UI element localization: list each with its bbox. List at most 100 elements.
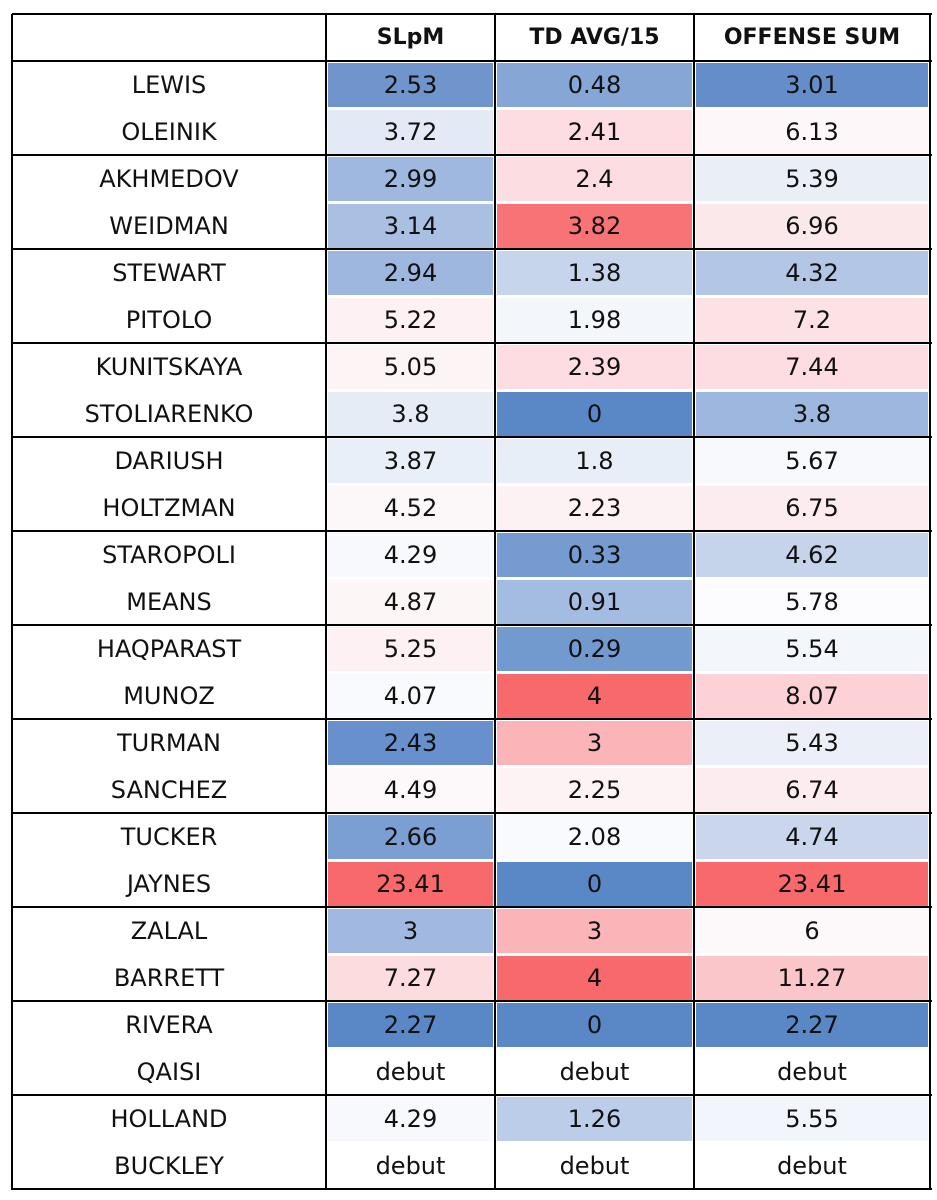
data-cell: 11.27 — [696, 956, 928, 1000]
row-label: STEWART — [112, 258, 226, 287]
row-label: HOLTZMAN — [102, 493, 236, 522]
data-cell: 4.29 — [328, 1097, 493, 1141]
grid-line — [12, 530, 932, 532]
data-cell: 23.41 — [328, 862, 493, 906]
data-cell: 2.27 — [696, 1003, 928, 1047]
column-header: TD AVG/15 — [529, 25, 660, 50]
data-cell: 4.29 — [328, 533, 493, 577]
row-label: BUCKLEY — [114, 1151, 224, 1180]
data-cell: 3 — [497, 721, 692, 765]
data-cell: 4.74 — [696, 815, 928, 859]
data-cell: 5.05 — [328, 345, 493, 389]
data-cell: 2.25 — [497, 768, 692, 812]
row-label: STOLIARENKO — [84, 399, 254, 428]
data-cell: 4.87 — [328, 580, 493, 624]
row-label: BARRETT — [113, 963, 225, 992]
data-cell: 5.25 — [328, 627, 493, 671]
data-cell: 5.67 — [696, 439, 928, 483]
data-cell: 8.07 — [696, 674, 928, 718]
grid-line — [12, 436, 932, 438]
grid-line — [12, 154, 932, 156]
row-label: TUCKER — [120, 822, 218, 851]
data-cell: 0 — [497, 1003, 692, 1047]
column-header: OFFENSE SUM — [723, 25, 901, 50]
grid-line — [12, 812, 932, 814]
data-cell: debut — [696, 1050, 928, 1094]
grid-line — [11, 14, 13, 1190]
data-cell: 3 — [328, 909, 493, 953]
data-cell: 2.66 — [328, 815, 493, 859]
grid-line — [12, 1000, 932, 1002]
data-cell: 2.08 — [497, 815, 692, 859]
data-cell: 2.4 — [497, 157, 692, 201]
data-cell: 5.78 — [696, 580, 928, 624]
column-header: SLpM — [376, 25, 445, 50]
row-label: KUNITSKAYA — [95, 352, 243, 381]
data-cell: 3.87 — [328, 439, 493, 483]
data-cell: 6.74 — [696, 768, 928, 812]
grid-line — [12, 342, 932, 344]
data-cell: 2.27 — [328, 1003, 493, 1047]
data-cell: 23.41 — [696, 862, 928, 906]
data-cell: 4.52 — [328, 486, 493, 530]
row-label: TURMAN — [117, 728, 221, 757]
row-label: DARIUSH — [114, 446, 224, 475]
data-cell: 0.29 — [497, 627, 692, 671]
grid-line — [12, 1188, 932, 1190]
grid-line — [12, 13, 932, 15]
row-label: RIVERA — [125, 1010, 213, 1039]
row-label: ZALAL — [130, 916, 208, 945]
data-cell: debut — [328, 1144, 493, 1188]
data-cell: 7.2 — [696, 298, 928, 342]
row-label: QAISI — [136, 1057, 202, 1086]
row-label: PITOLO — [125, 305, 213, 334]
grid-line — [12, 60, 932, 62]
grid-line — [12, 248, 932, 250]
data-cell: 5.54 — [696, 627, 928, 671]
data-cell: 3.82 — [497, 204, 692, 248]
grid-line — [12, 1094, 932, 1096]
data-cell: 3.8 — [328, 392, 493, 436]
data-cell: 0 — [497, 392, 692, 436]
data-cell: 6.13 — [696, 110, 928, 154]
data-cell: 0 — [497, 862, 692, 906]
data-cell: 6.75 — [696, 486, 928, 530]
row-label: MEANS — [126, 587, 212, 616]
data-cell: 1.98 — [497, 298, 692, 342]
data-cell: 5.43 — [696, 721, 928, 765]
row-label: JAYNES — [126, 869, 212, 898]
data-cell: 4.62 — [696, 533, 928, 577]
data-cell: 3.72 — [328, 110, 493, 154]
data-cell: 2.23 — [497, 486, 692, 530]
data-cell: 7.44 — [696, 345, 928, 389]
data-cell: 4.07 — [328, 674, 493, 718]
grid-line — [12, 624, 932, 626]
data-cell: debut — [328, 1050, 493, 1094]
data-cell: 6 — [696, 909, 928, 953]
data-cell: 1.8 — [497, 439, 692, 483]
data-cell: 2.39 — [497, 345, 692, 389]
data-cell: 4 — [497, 674, 692, 718]
data-cell: 1.26 — [497, 1097, 692, 1141]
data-cell: debut — [497, 1144, 692, 1188]
data-cell: 3.14 — [328, 204, 493, 248]
data-cell: 6.96 — [696, 204, 928, 248]
data-cell: 5.55 — [696, 1097, 928, 1141]
data-cell: 7.27 — [328, 956, 493, 1000]
data-cell: 3.01 — [696, 63, 928, 107]
data-cell: 0.91 — [497, 580, 692, 624]
data-cell: 4.32 — [696, 251, 928, 295]
data-cell: 0.48 — [497, 63, 692, 107]
data-cell: 0.33 — [497, 533, 692, 577]
grid-line — [325, 14, 327, 1190]
data-cell: 4 — [497, 956, 692, 1000]
data-cell: 5.39 — [696, 157, 928, 201]
grid-line — [494, 14, 496, 1190]
data-cell: 5.22 — [328, 298, 493, 342]
grid-line — [12, 718, 932, 720]
data-cell: 2.99 — [328, 157, 493, 201]
row-label: OLEINIK — [121, 117, 217, 146]
row-label: SANCHEZ — [110, 775, 228, 804]
row-label: HAQPARAST — [96, 634, 242, 663]
